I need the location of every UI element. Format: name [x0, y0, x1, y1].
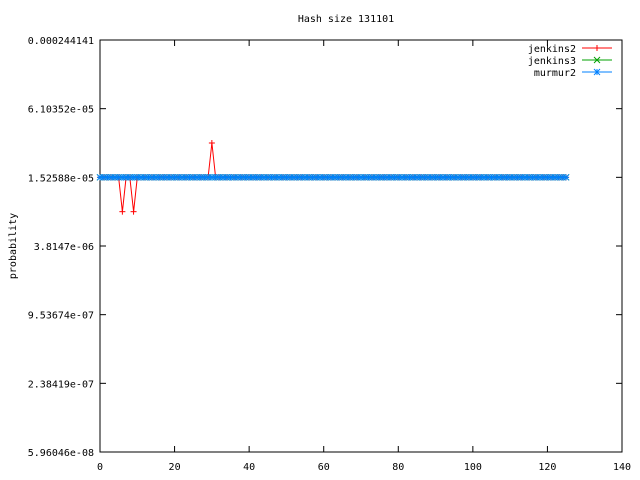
ticks-layer: 0 20 40 60 80 100 120 140 0.000244141 6.10352e-05… — [28, 36, 631, 473]
y-tick-label: 2.38419e-07 — [28, 379, 94, 390]
y-tick-label: 3.8147e-06 — [34, 242, 94, 253]
data-point — [594, 45, 600, 51]
legend-label: jenkins2 — [528, 44, 576, 55]
chart-title: Hash size 131101 — [298, 14, 394, 25]
x-tick-label: 20 — [169, 462, 181, 473]
data-point — [208, 140, 215, 147]
y-tick-label: 1.52588e-05 — [28, 173, 94, 184]
series-layer — [96, 140, 570, 215]
series-murmur2 — [96, 173, 570, 181]
legend-label: murmur2 — [534, 68, 576, 79]
data-point — [593, 68, 601, 76]
y-tick-label: 5.96046e-08 — [28, 448, 94, 459]
y-tick-label: 0.000244141 — [28, 36, 94, 47]
x-tick-label: 60 — [318, 462, 330, 473]
x-tick-label: 0 — [97, 462, 103, 473]
x-tick-label: 40 — [243, 462, 255, 473]
x-tick-label: 120 — [538, 462, 556, 473]
data-point — [593, 56, 601, 64]
x-tick-label: 140 — [613, 462, 631, 473]
data-point — [130, 208, 137, 215]
y-tick-label: 9.53674e-07 — [28, 311, 94, 322]
legend-label: jenkins3 — [528, 56, 576, 67]
y-tick-label: 6.10352e-05 — [28, 105, 94, 116]
x-tick-label: 100 — [464, 462, 482, 473]
y-axis-label: probability — [8, 213, 19, 279]
x-tick-label: 80 — [392, 462, 404, 473]
data-point — [119, 208, 126, 215]
data-point — [562, 173, 570, 181]
